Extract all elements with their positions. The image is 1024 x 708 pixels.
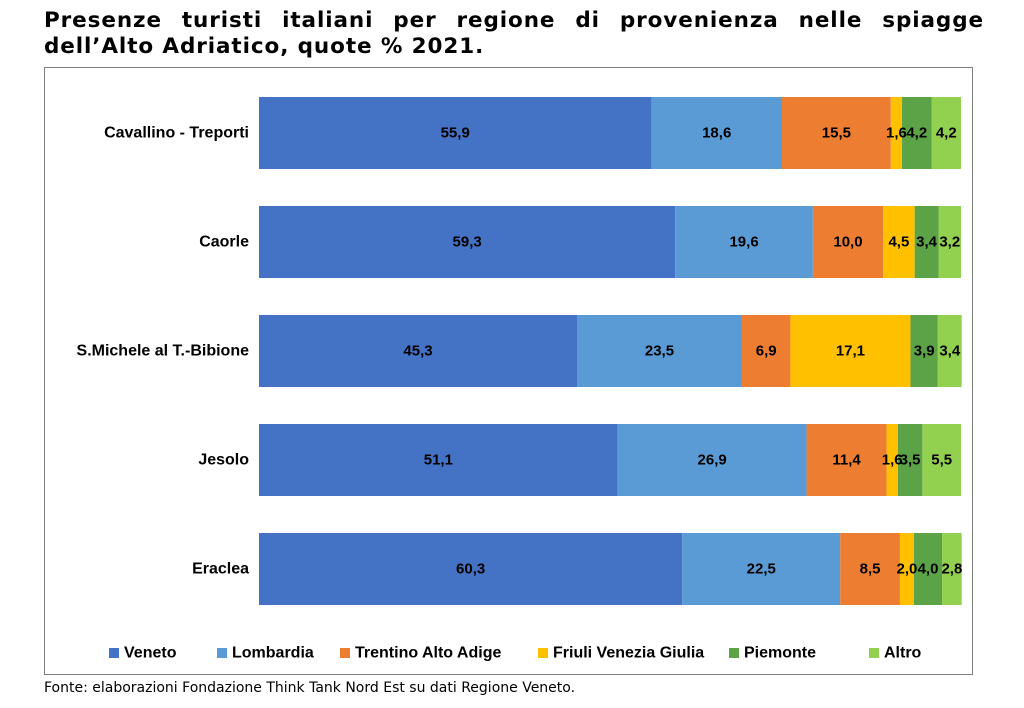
- data-label: 22,5: [747, 561, 776, 578]
- bar-segment: [938, 206, 961, 278]
- data-label: 2,0: [897, 561, 918, 578]
- bar-segment: [899, 533, 914, 605]
- category-label: Jesolo: [198, 452, 249, 469]
- data-label: 1,6: [886, 125, 907, 142]
- bar-segment: [651, 97, 782, 169]
- bar-segment: [741, 315, 791, 387]
- bar-segment: [910, 315, 938, 387]
- legend-label: Veneto: [124, 645, 177, 662]
- legend-swatch: [217, 648, 227, 658]
- bar-segment: [942, 533, 962, 605]
- category-label: S.Michele al T.-Bibione: [77, 343, 250, 360]
- data-label: 3,9: [914, 343, 935, 360]
- data-label: 3,5: [900, 452, 921, 469]
- bar-segment: [682, 533, 841, 605]
- legend-swatch: [109, 648, 119, 658]
- data-label: 10,0: [833, 234, 862, 251]
- legend-swatch: [340, 648, 350, 658]
- data-label: 26,9: [698, 452, 727, 469]
- bar-segment: [922, 424, 961, 496]
- bar-segment: [890, 97, 903, 169]
- data-label: 4,2: [936, 125, 957, 142]
- bar-segment: [259, 97, 652, 169]
- bar-segment: [937, 315, 962, 387]
- bar-segment: [886, 424, 898, 496]
- data-label: 19,6: [729, 234, 758, 251]
- data-label: 1,6: [882, 452, 903, 469]
- bar-segment: [840, 533, 900, 605]
- data-label: 60,3: [456, 561, 485, 578]
- data-label: 15,5: [822, 125, 851, 142]
- legend-label: Friuli Venezia Giulia: [553, 645, 704, 662]
- data-label: 4,2: [906, 125, 927, 142]
- legend-swatch: [538, 648, 548, 658]
- data-label: 4,0: [918, 561, 939, 578]
- data-label: 51,1: [424, 452, 453, 469]
- bar-segment: [806, 424, 887, 496]
- stacked-bar-chart: Cavallino - Treporti 55,9 18,6 15,5 1,6 4,2 4,…: [77, 97, 962, 662]
- bar-segment: [259, 424, 618, 496]
- category-label: Caorle: [199, 234, 249, 251]
- data-label: 6,9: [756, 343, 777, 360]
- bar-segment: [883, 206, 915, 278]
- bar-segment: [790, 315, 911, 387]
- bar-segment: [913, 533, 943, 605]
- data-label: 3,2: [939, 234, 960, 251]
- bar-segment: [617, 424, 807, 496]
- data-label: 17,1: [836, 343, 865, 360]
- data-label: 18,6: [702, 125, 731, 142]
- data-label: 11,4: [832, 452, 861, 469]
- data-label: 4,5: [888, 234, 909, 251]
- data-label: 3,4: [939, 343, 961, 360]
- data-label: 23,5: [645, 343, 674, 360]
- legend-label: Altro: [884, 645, 922, 662]
- legend-label: Lombardia: [232, 645, 314, 662]
- bar-segment: [902, 97, 932, 169]
- data-label: 59,3: [453, 234, 482, 251]
- bar-segment: [259, 315, 578, 387]
- category-label: Eraclea: [192, 561, 249, 578]
- bar-segment: [812, 206, 884, 278]
- legend-swatch: [729, 648, 739, 658]
- bar-segment: [781, 97, 891, 169]
- bar-segment: [914, 206, 939, 278]
- legend-label: Piemonte: [744, 645, 816, 662]
- chart-title: Presenze turisti italiani per regione di…: [44, 8, 984, 59]
- data-label: 45,3: [403, 343, 432, 360]
- bar-segment: [577, 315, 742, 387]
- bar-segment: [897, 424, 923, 496]
- chart-frame: Cavallino - Treporti 55,9 18,6 15,5 1,6 4,2 4,…: [44, 67, 973, 675]
- bar-segment: [931, 97, 961, 169]
- data-label: 8,5: [860, 561, 881, 578]
- bar-segment: [259, 206, 676, 278]
- data-label: 55,9: [441, 125, 470, 142]
- source-note: Fonte: elaborazioni Fondazione Think Tan…: [44, 680, 576, 696]
- category-label: Cavallino - Treporti: [104, 125, 249, 142]
- data-label: 2,8: [941, 561, 962, 578]
- data-label: 3,4: [916, 234, 938, 251]
- bar-segment: [675, 206, 813, 278]
- legend-swatch: [869, 648, 879, 658]
- legend-label: Trentino Alto Adige: [355, 645, 501, 662]
- data-label: 5,5: [931, 452, 952, 469]
- bar-segment: [259, 533, 683, 605]
